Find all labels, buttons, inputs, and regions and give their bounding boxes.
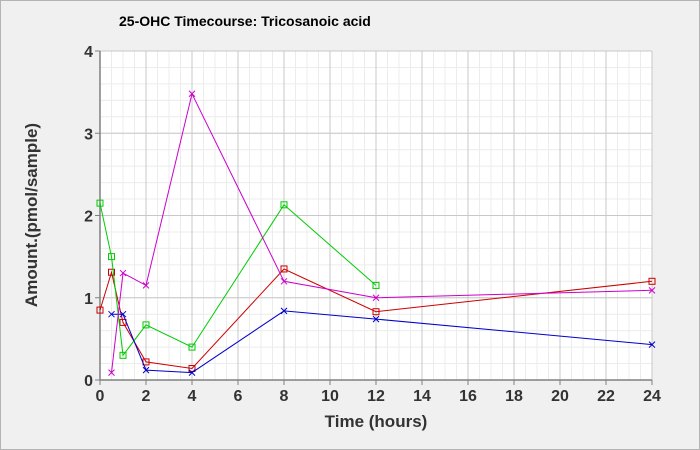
x-tick-label: 22: [597, 388, 615, 405]
data-point: [108, 310, 115, 318]
marker-stroke: [280, 277, 288, 285]
series-group: [96, 90, 656, 376]
data-point: [188, 90, 196, 98]
data-point: [188, 343, 196, 351]
series-line: [99, 203, 377, 357]
data-point: [372, 315, 380, 323]
x-tick-label: 8: [280, 388, 289, 405]
x-tick-label: 20: [551, 388, 569, 405]
data-point: [96, 199, 104, 207]
data-point: [119, 310, 127, 318]
data-point: [648, 341, 656, 348]
series-1: [96, 265, 656, 372]
data-point: [188, 369, 196, 376]
data-point: [142, 321, 150, 329]
data-point: [372, 308, 380, 316]
data-point: [648, 277, 656, 285]
data-point: [108, 253, 115, 261]
marker-stroke: [188, 369, 196, 376]
data-point: [372, 294, 380, 302]
x-axis-title: Time (hours): [325, 412, 428, 431]
y-tick-label: 1: [84, 291, 93, 308]
data-point: [119, 269, 127, 277]
x-tick-label: 2: [142, 388, 151, 405]
marker-stroke: [188, 90, 196, 98]
x-tick-label: 12: [367, 388, 385, 405]
data-point: [142, 366, 150, 374]
data-point: [648, 286, 656, 294]
data-point: [142, 282, 150, 289]
series-line: [99, 268, 653, 370]
x-tick-label: 10: [321, 388, 339, 405]
data-point: [188, 364, 196, 372]
data-point: [372, 281, 380, 289]
y-axis-title: Amount.(pmol/sample): [22, 123, 41, 307]
data-point: [108, 369, 115, 376]
marker-stroke: [280, 307, 288, 315]
data-point: [108, 268, 115, 276]
data-point: [119, 351, 127, 359]
y-tick-label: 2: [84, 209, 93, 226]
x-tick-label: 14: [413, 388, 431, 405]
marker-stroke: [108, 369, 115, 376]
data-point: [280, 265, 288, 273]
data-point: [280, 201, 288, 209]
x-tick-label: 0: [96, 388, 105, 405]
marker-stroke: [648, 286, 656, 294]
x-tick-label: 24: [643, 388, 661, 405]
x-tick-label: 16: [459, 388, 477, 405]
data-point: [96, 306, 104, 314]
series-2: [96, 199, 380, 359]
y-tick-label: 3: [84, 126, 93, 143]
series-3: [108, 307, 656, 376]
marker-stroke: [108, 310, 115, 318]
x-tick-label: 18: [505, 388, 523, 405]
marker-stroke: [142, 282, 150, 289]
marker-stroke: [372, 294, 380, 302]
axes: [95, 50, 653, 385]
marker-stroke: [119, 269, 127, 277]
chart-title: 25-OHC Timecourse: Tricosanoic acid: [119, 13, 371, 29]
marker-stroke: [648, 341, 656, 348]
marker-stroke: [142, 366, 150, 374]
data-point: [280, 277, 288, 285]
x-tick-labels: 0 2 4 6 8 10 12 14 16 18 20 22 24: [96, 388, 661, 405]
marker-stroke: [372, 315, 380, 323]
series-4: [108, 90, 656, 376]
x-tick-label: 4: [188, 388, 197, 405]
data-point: [280, 307, 288, 315]
y-tick-labels: 0 1 2 3 4: [84, 44, 93, 390]
x-tick-label: 6: [234, 388, 243, 405]
marker-stroke: [119, 310, 127, 318]
y-tick-label: 4: [84, 44, 93, 61]
y-tick-label: 0: [84, 373, 93, 390]
